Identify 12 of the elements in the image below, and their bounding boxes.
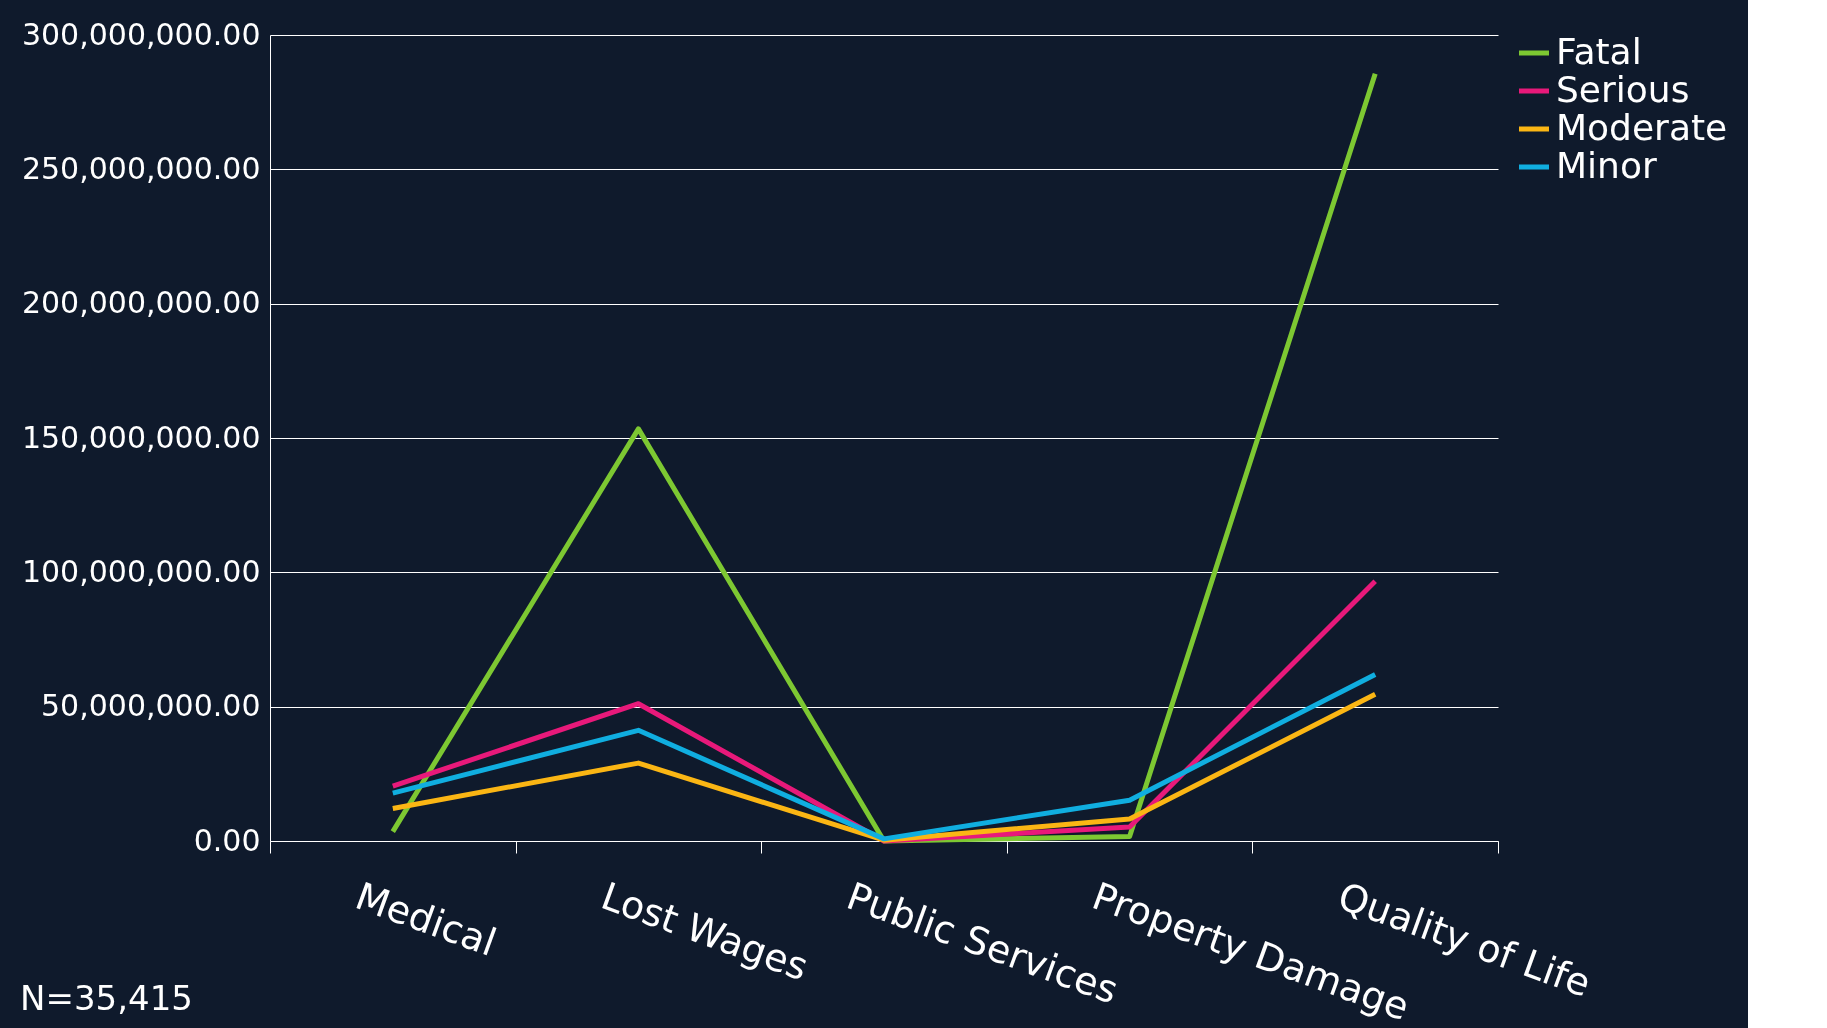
legend-label: Fatal	[1556, 31, 1642, 72]
y-tick-label: 300,000,000.00	[21, 16, 261, 52]
y-tick-label: 0.00	[193, 822, 261, 858]
legend-label: Minor	[1556, 145, 1657, 186]
y-tick-label: 250,000,000.00	[21, 150, 261, 186]
y-tick-label: 100,000,000.00	[21, 553, 261, 589]
y-tick-label: 50,000,000.00	[41, 688, 261, 724]
y-tick-label: 200,000,000.00	[21, 285, 261, 321]
legend-label: Moderate	[1556, 107, 1728, 148]
legend-label: Serious	[1556, 69, 1690, 110]
text: N=35,415	[20, 978, 193, 1018]
y-tick-label: 150,000,000.00	[21, 419, 261, 455]
